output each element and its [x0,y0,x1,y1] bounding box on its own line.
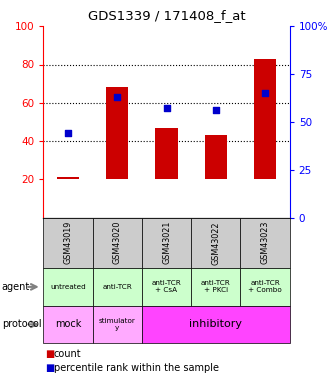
Bar [254,59,276,179]
Text: percentile rank within the sample: percentile rank within the sample [54,363,219,373]
Bar [156,128,177,179]
Text: agent: agent [2,282,30,292]
Bar [57,177,79,179]
Point [65,130,71,136]
Text: GSM43019: GSM43019 [63,221,73,264]
Text: GDS1339 / 171408_f_at: GDS1339 / 171408_f_at [88,9,245,22]
Bar [106,87,128,179]
Text: protocol: protocol [2,320,41,329]
Text: GSM43023: GSM43023 [260,221,270,264]
Text: GSM43021: GSM43021 [162,221,171,264]
Text: mock: mock [55,320,81,329]
Text: anti-TCR
+ CsA: anti-TCR + CsA [152,280,181,293]
Text: count: count [54,350,82,359]
Text: untreated: untreated [50,284,86,290]
Point [164,105,169,111]
Text: stimulator
y: stimulator y [99,318,136,331]
Text: ■: ■ [45,363,54,373]
Text: ■: ■ [45,350,54,359]
Point [213,107,218,113]
Text: anti-TCR
+ PKCi: anti-TCR + PKCi [201,280,231,293]
Bar [205,135,227,179]
Text: GSM43022: GSM43022 [211,221,220,265]
Text: anti-TCR
+ Combo: anti-TCR + Combo [248,280,282,293]
Text: GSM43020: GSM43020 [113,221,122,264]
Point [115,94,120,100]
Point [262,90,268,96]
Text: inhibitory: inhibitory [189,320,242,329]
Text: anti-TCR: anti-TCR [102,284,132,290]
